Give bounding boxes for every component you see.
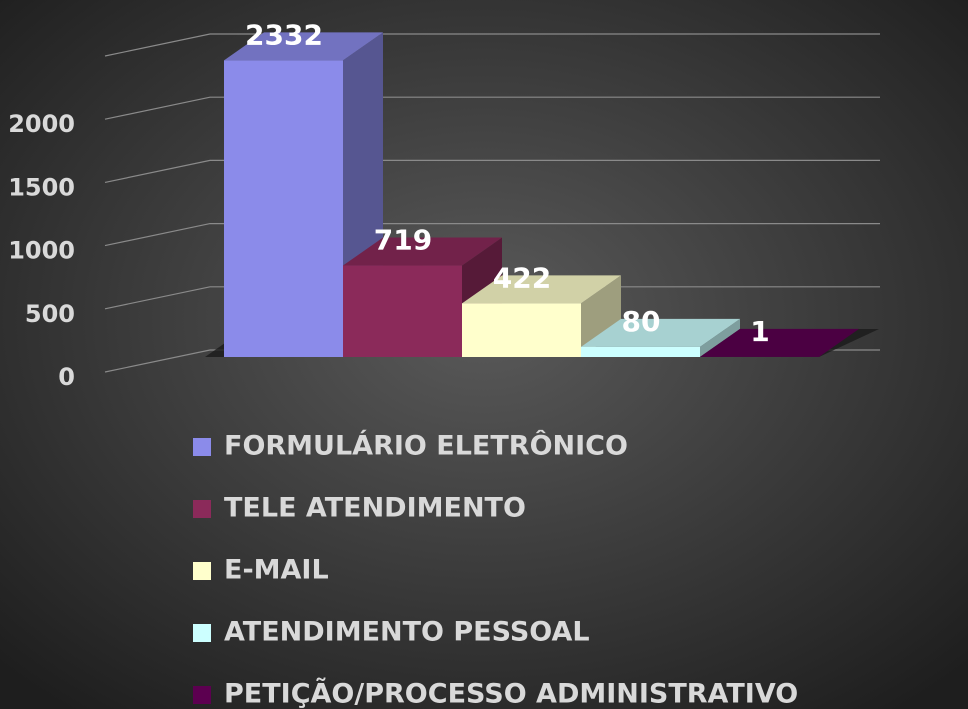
grid-line [104,96,880,120]
y-tick-label: 2000 [8,110,75,138]
legend-label: FORMULÁRIO ELETRÔNICO [224,430,628,462]
data-label: 2332 [245,18,323,51]
bar-top [462,275,621,304]
grid-line [104,159,880,183]
grid-line [104,33,880,57]
y-tick-label: 500 [25,300,75,328]
data-label: 422 [493,261,551,294]
y-tick-label: 0 [58,363,75,391]
grid-line [104,286,880,310]
legend-label: PETIÇÃO/PROCESSO ADMINISTRATIVO [224,678,798,709]
legend-swatch [193,624,211,642]
legend-label: ATENDIMENTO PESSOAL [224,617,590,648]
bar [462,303,581,357]
legend-swatch [193,686,211,704]
bar-top [581,318,740,347]
bar-top [343,237,502,266]
bar-side [700,318,740,357]
legend-label: E-MAIL [224,555,329,586]
bar [581,346,700,357]
bar-top [700,328,859,357]
grid-line [104,223,880,247]
bar [224,60,343,357]
legend-label: TELE ATENDIMENTO [224,493,526,524]
data-label: 719 [374,224,432,257]
data-label: 80 [622,305,661,338]
legend-swatch [193,500,211,518]
y-tick-label: 1500 [8,173,75,201]
legend-swatch [193,562,211,580]
bar-top [224,32,383,61]
bar [343,265,462,357]
data-label: 1 [750,315,769,348]
bar-side [819,328,859,357]
bar-side [581,275,621,357]
y-tick-label: 1000 [8,237,75,265]
legend-swatch [193,438,211,456]
